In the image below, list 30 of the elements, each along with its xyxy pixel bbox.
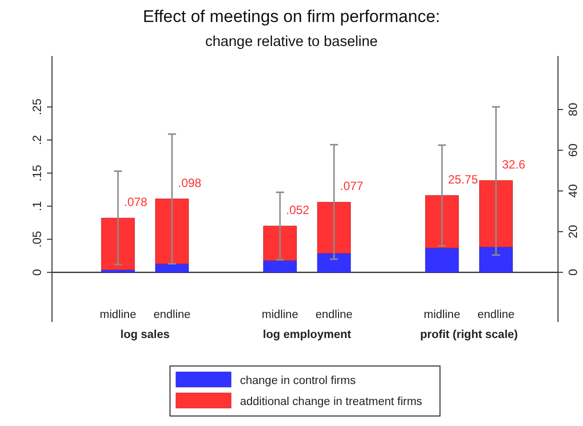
y-tick-label: .05 bbox=[30, 230, 44, 248]
text: profit (right scale) bbox=[420, 329, 518, 341]
y-tick-label: .25 bbox=[30, 98, 44, 116]
legend-label: change in control firms bbox=[240, 375, 356, 387]
y2-tick-label: 0 bbox=[566, 268, 580, 276]
data-label: .052 bbox=[286, 203, 310, 218]
x-tick-label: endline bbox=[153, 309, 191, 321]
y-tick-label: 0 bbox=[30, 268, 44, 276]
x-tick-label: endline bbox=[315, 309, 353, 321]
x-tick-label: endline bbox=[477, 309, 515, 321]
x-tick-label: midline bbox=[424, 309, 460, 321]
data-label: .077 bbox=[340, 179, 364, 194]
y2-tick-label: 40 bbox=[566, 184, 580, 198]
y-tick-label: .2 bbox=[30, 134, 44, 146]
chart-subtitle: change relative to baseline bbox=[205, 34, 378, 50]
data-label: 25.75 bbox=[448, 172, 478, 187]
text: log sales bbox=[120, 329, 170, 341]
data-label: .098 bbox=[178, 176, 202, 190]
x-tick-label: midline bbox=[100, 309, 136, 321]
data-label: .078 bbox=[124, 195, 148, 210]
y2-tick-label: 60 bbox=[566, 143, 580, 157]
text: log employment bbox=[262, 329, 352, 341]
legend-label: additional change in treatment firms bbox=[240, 396, 422, 408]
data-label: 32.6 bbox=[502, 158, 526, 172]
x-tick-label: midline bbox=[262, 309, 298, 321]
y-tick-label: .15 bbox=[30, 164, 44, 182]
chart-title: Effect of meetings on firm performance: bbox=[142, 7, 440, 26]
y-tick-label: .1 bbox=[30, 200, 44, 212]
y2-tick-label: 80 bbox=[566, 102, 580, 116]
y2-tick-label: 20 bbox=[566, 224, 580, 238]
